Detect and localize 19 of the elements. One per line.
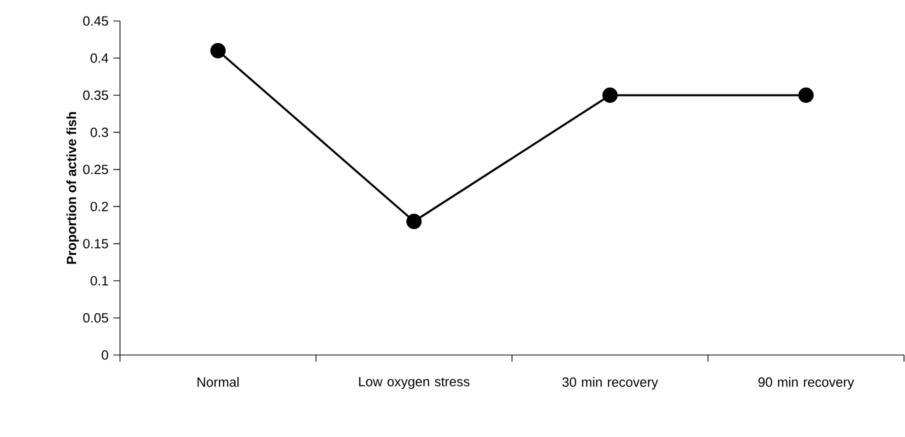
y-tick-label: 0.35	[83, 90, 108, 100]
x-tick-label: Low oxygen stress	[359, 377, 470, 389]
y-axis-title: Proportion of active fish	[66, 112, 79, 264]
y-tick-label: 0.45	[83, 16, 108, 26]
x-tick-label: 30 min recovery	[562, 377, 658, 390]
y-tick-label: 0.25	[83, 164, 108, 174]
x-tick-label: Normal	[198, 377, 239, 387]
y-tick-label: 0.05	[83, 313, 108, 323]
point	[210, 43, 226, 58]
y-tick-label: 0.4	[90, 53, 108, 63]
point	[602, 88, 618, 103]
point	[798, 88, 814, 103]
y-tick-label: 0.2	[90, 202, 108, 212]
y-tick-label: 0.1	[90, 276, 108, 286]
point	[406, 214, 422, 230]
y-tick-label: 0	[102, 350, 108, 360]
y-tick-label: 0.15	[83, 238, 108, 248]
y-tick-label: 0.3	[90, 128, 108, 138]
x-tick-label: 90 min recovery	[758, 377, 854, 390]
